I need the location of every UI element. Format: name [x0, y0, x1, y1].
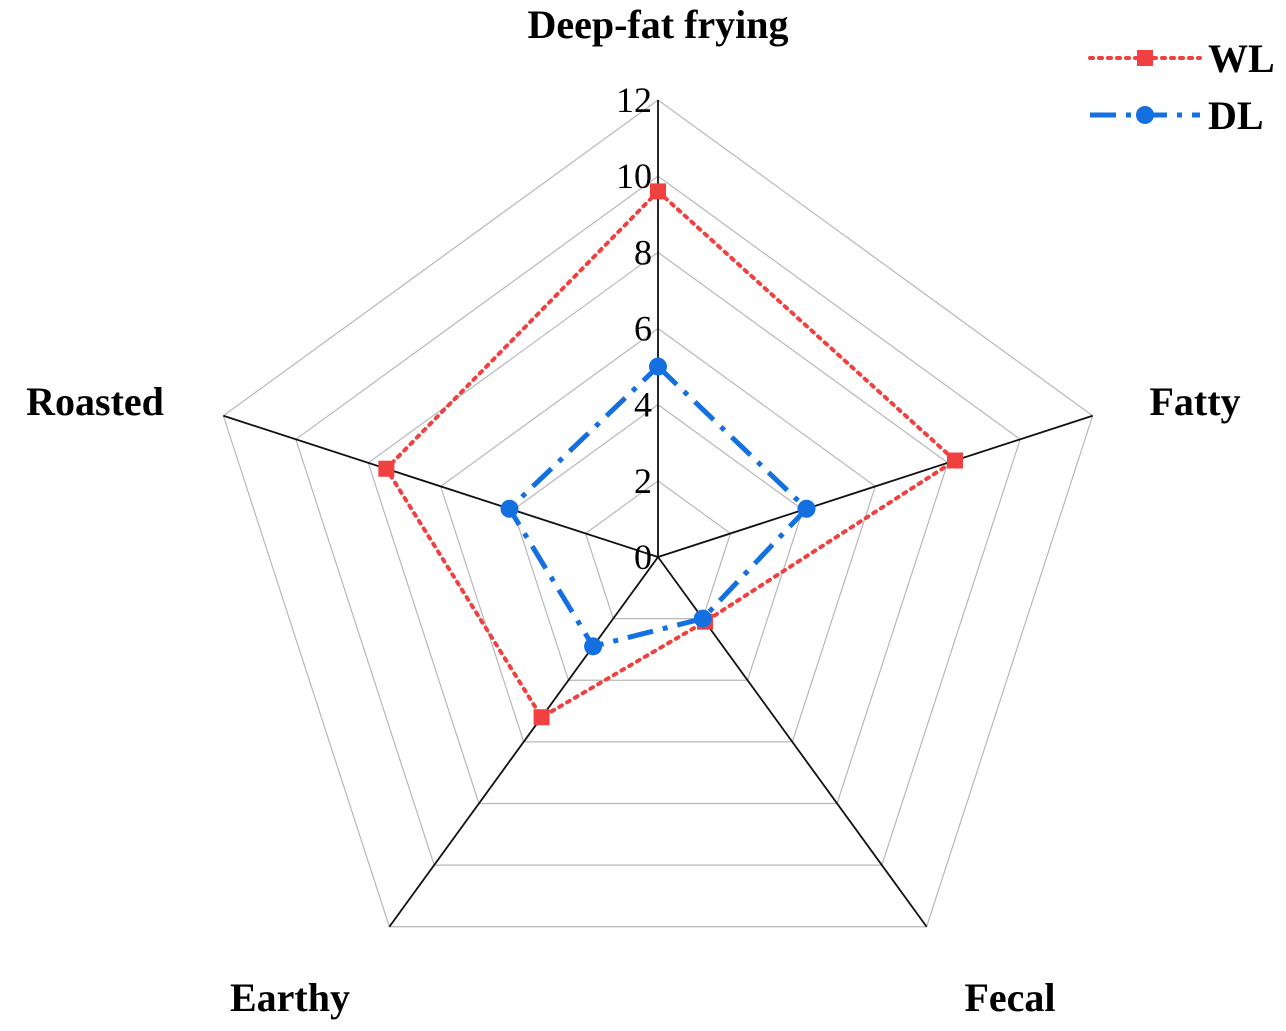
tick-label-4: 4 [634, 385, 652, 425]
series-line-dl [506, 363, 811, 650]
axis-label-deep-fat-frying: Deep-fat frying [527, 2, 788, 47]
tick-label-12: 12 [616, 80, 652, 120]
grid-ring-8 [367, 251, 949, 805]
point-dl-2 [693, 609, 712, 628]
axis-label-earthy: Earthy [230, 975, 350, 1020]
legend-marker-dl [1136, 106, 1154, 124]
tick-label-6: 6 [634, 309, 652, 349]
axis-label-fecal: Fecal [964, 975, 1055, 1020]
point-dl-1 [797, 499, 816, 518]
radar-spokes [223, 100, 1093, 928]
spoke-3 [388, 556, 659, 928]
grid-ring-2 [584, 480, 732, 620]
tick-label-8: 8 [634, 232, 652, 272]
spoke-4 [223, 414, 659, 558]
series-line-wl [383, 188, 959, 720]
point-wl-1 [946, 452, 963, 469]
radar-grid [222, 99, 1094, 928]
legend: WL DL [1088, 36, 1275, 138]
axis-label-fatty: Fatty [1149, 379, 1240, 424]
tick-label-10: 10 [616, 156, 652, 196]
tick-label-0: 0 [634, 537, 652, 577]
tick-label-2: 2 [634, 461, 652, 501]
grid-ring-10 [295, 175, 1021, 866]
point-dl-3 [584, 637, 603, 656]
point-wl-3 [533, 709, 550, 726]
point-dl-0 [649, 357, 667, 376]
grid-ring-6 [439, 327, 877, 743]
legend-marker-wl [1137, 50, 1153, 66]
legend-label-wl: WL [1208, 36, 1275, 81]
point-wl-4 [378, 460, 395, 477]
legend-label-dl: DL [1208, 93, 1264, 138]
axis-label-roasted: Roasted [26, 379, 164, 424]
point-dl-4 [500, 499, 519, 518]
radial-tick-labels: 0 2 4 6 8 10 12 [616, 80, 652, 577]
radar-series [378, 183, 963, 726]
axis-labels: Deep-fat frying Fatty Fecal Earthy Roasted [26, 2, 1240, 1020]
point-wl-0 [650, 183, 666, 200]
grid-ring-4 [512, 403, 804, 681]
spoke-1 [657, 414, 1093, 558]
grid-ring-12 [222, 99, 1094, 928]
